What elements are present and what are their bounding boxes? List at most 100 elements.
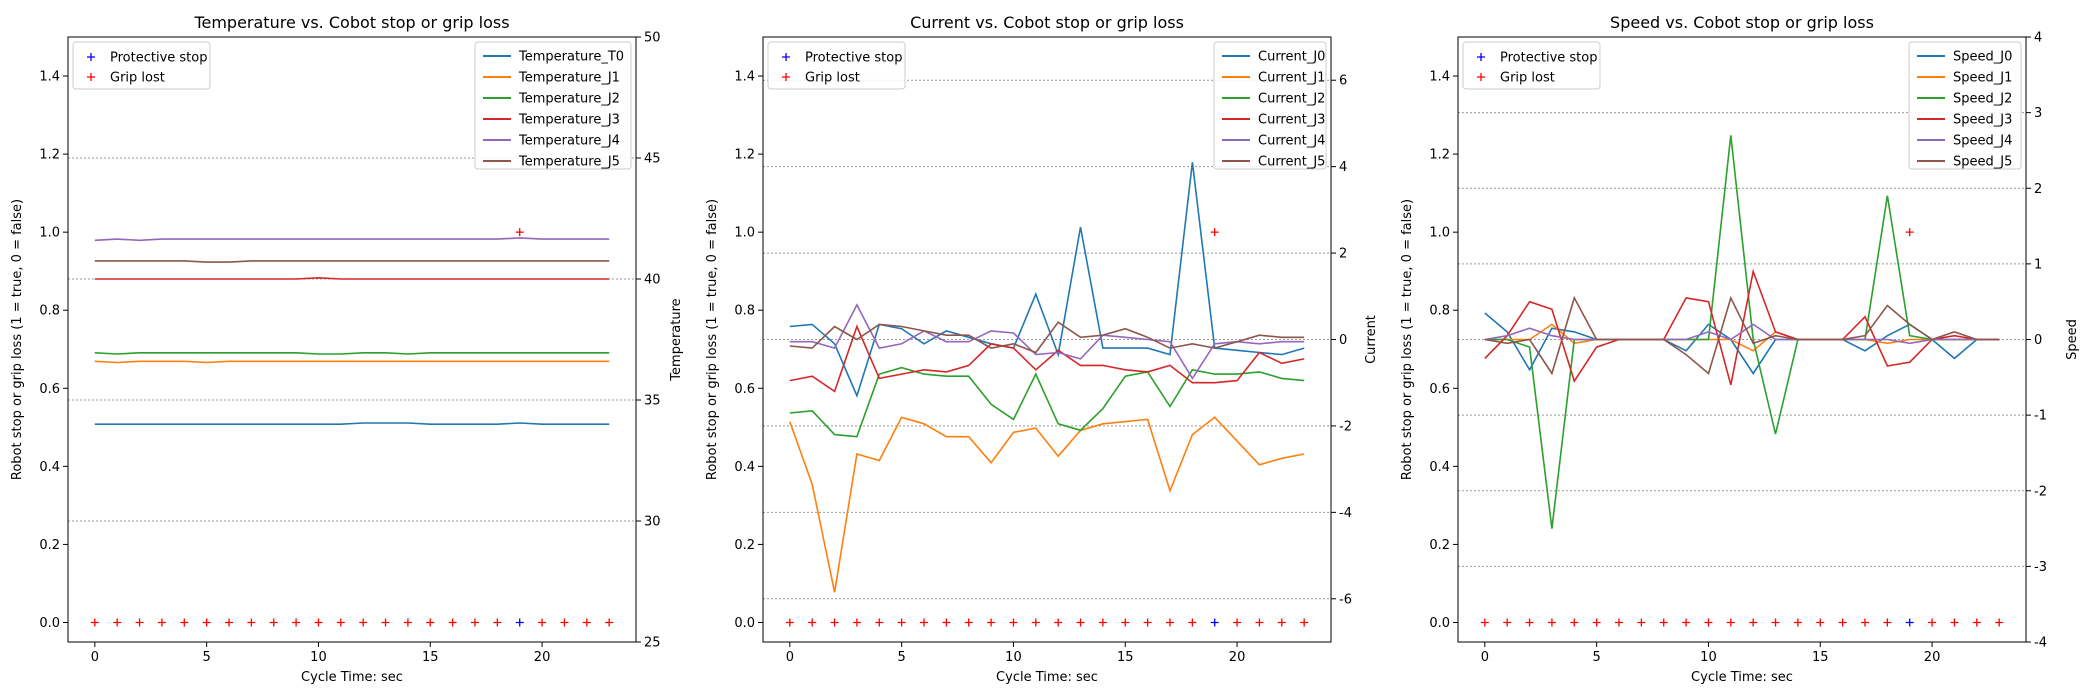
legend-label: Current_J5 — [1258, 155, 1325, 170]
right-y-tick-label: 35 — [644, 394, 661, 409]
grip-lost-marker — [964, 618, 973, 627]
left-y-tick-label: 1.4 — [39, 70, 60, 85]
left-y-tick-label: 0.0 — [734, 616, 755, 631]
left-y-tick-label: 0.6 — [734, 382, 755, 397]
right-y-tick-label: 1 — [2034, 257, 2042, 272]
left-y-tick-label: 0.2 — [734, 538, 755, 553]
protective-stop-legend-marker — [87, 53, 95, 61]
grip-lost-marker — [1726, 618, 1735, 627]
x-tick-label: 20 — [1924, 650, 1941, 665]
x-tick-label: 5 — [1593, 650, 1601, 665]
grip-lost-marker — [987, 618, 996, 627]
legend-box — [1462, 41, 1601, 90]
chart-panel-3: 0 5 10 15 200.00.20.40.60.81.01.21.4-4-3-2-1… — [1400, 13, 2080, 685]
grip-lost-marker — [1659, 618, 1668, 627]
grip-lost-marker — [426, 618, 435, 627]
series-legend: Current_J0 Current_J1 Current_J2 Current_J3… — [1213, 41, 1327, 170]
right-y-tick-label: 50 — [644, 31, 661, 46]
grip-lost-marker — [852, 618, 861, 627]
right-y-tick-label: 30 — [644, 515, 661, 530]
x-axis-label: Cycle Time: sec — [996, 670, 1098, 685]
grip-lost-marker — [830, 618, 839, 627]
legend-label: Temperature_T0 — [518, 50, 624, 65]
marker-legend: Protective stop Grip lost — [767, 41, 906, 90]
chart-title: Speed vs. Cobot stop or grip loss — [1610, 13, 1874, 32]
legend-box — [767, 41, 906, 90]
left-y-tick-label: 0.4 — [734, 460, 755, 475]
x-tick-label: 0 — [91, 650, 99, 665]
grip-lost-marker — [470, 618, 479, 627]
x-tick-label: 10 — [310, 650, 327, 665]
right-y-tick-label: 25 — [644, 636, 661, 651]
series-line-current-j0 — [789, 162, 1305, 398]
series-line-current-j1 — [789, 416, 1305, 593]
legend-label: Grip lost — [110, 71, 165, 86]
grip-lost-marker — [1950, 618, 1959, 627]
right-y-tick-label: 0 — [1339, 333, 1347, 348]
right-y-tick-label: 2 — [2034, 182, 2042, 197]
left-y-tick-label: 1.4 — [734, 70, 755, 85]
legend-label: Temperature_J5 — [518, 155, 620, 170]
x-tick-label: 10 — [1700, 650, 1717, 665]
grip-lost-marker — [1816, 618, 1825, 627]
series-line-speed-j3 — [1484, 268, 2000, 386]
legend-label: Speed_J1 — [1953, 71, 2012, 86]
series-line-temperature-j3 — [94, 276, 610, 280]
legend-label: Protective stop — [805, 51, 902, 66]
legend-label: Protective stop — [1500, 51, 1597, 66]
right-y-tick-label: 2 — [1339, 247, 1347, 262]
grip-lost-marker — [1972, 618, 1981, 627]
right-y-tick-label: 4 — [1339, 160, 1347, 175]
right-y-tick-label: 40 — [644, 273, 661, 288]
legend-label: Temperature_J4 — [518, 134, 620, 149]
grip-lost-marker — [538, 618, 547, 627]
legend-label: Grip lost — [1500, 71, 1555, 86]
left-y-tick-label: 1.0 — [39, 226, 60, 241]
x-tick-label: 15 — [1117, 650, 1134, 665]
grip-lost-marker — [1277, 618, 1286, 627]
grip-lost-marker — [1233, 618, 1242, 627]
x-tick-label: 5 — [203, 650, 211, 665]
right-y-tick-label: 45 — [644, 152, 661, 167]
left-y-tick-label: 1.2 — [39, 148, 60, 163]
left-y-tick-label: 0.2 — [1429, 538, 1450, 553]
grip-lost-marker — [1838, 618, 1847, 627]
legend-label: Protective stop — [110, 51, 207, 66]
grip-lost-marker — [1860, 618, 1869, 627]
series-line-current-j4 — [789, 303, 1305, 380]
grip-lost-marker — [1143, 618, 1152, 627]
x-tick-label: 15 — [422, 650, 439, 665]
legend-label: Current_J0 — [1258, 50, 1325, 65]
grip-lost-marker — [785, 618, 794, 627]
grip-lost-marker — [1637, 618, 1646, 627]
grip-lost-marker — [157, 618, 166, 627]
grip-lost-legend-marker — [782, 73, 790, 81]
grip-lost-marker — [135, 618, 144, 627]
left-y-tick-label: 0.0 — [39, 616, 60, 631]
grip-lost-marker — [942, 618, 951, 627]
marker-legend: Protective stop Grip lost — [72, 41, 211, 90]
grip-lost-marker — [1771, 618, 1780, 627]
grip-lost-marker — [1547, 618, 1556, 627]
legend-label: Current_J4 — [1258, 134, 1325, 149]
grip-lost-marker — [1188, 618, 1197, 627]
series-line-temperature-j1 — [94, 360, 610, 364]
grip-lost-marker — [1165, 618, 1174, 627]
legend-label: Speed_J5 — [1953, 155, 2012, 170]
x-tick-label: 5 — [898, 650, 906, 665]
legend-label: Speed_J3 — [1953, 113, 2012, 128]
series-line-current-j2 — [789, 366, 1305, 438]
series-line-temperature-j5 — [94, 260, 610, 263]
right-y-axis-label: Temperature — [669, 298, 684, 381]
left-y-axis-label: Robot stop or grip loss (1 = true, 0 = f… — [1400, 199, 1415, 480]
left-y-tick-label: 0.0 — [1429, 616, 1450, 631]
grip-lost-marker — [269, 618, 278, 627]
legend-box — [1908, 41, 2022, 170]
right-y-axis-label: Speed — [2065, 319, 2080, 360]
protective-stop-marker — [1210, 618, 1219, 627]
right-y-tick-label: 6 — [1339, 74, 1347, 89]
grip-lost-marker — [808, 618, 817, 627]
left-y-tick-label: 0.4 — [39, 460, 60, 475]
protective-stop-legend-marker — [1477, 53, 1485, 61]
grip-lost-marker — [1210, 228, 1219, 237]
